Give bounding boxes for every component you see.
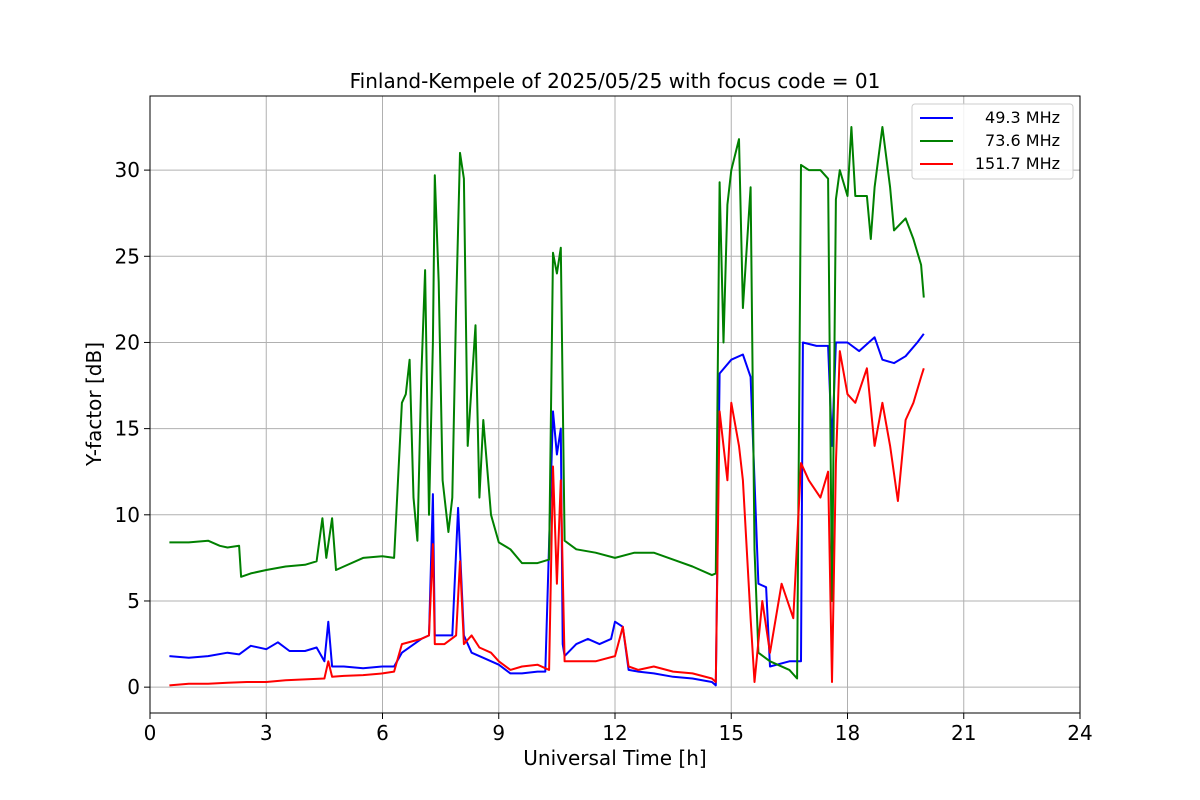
y-axis-label: Y-factor [dB] xyxy=(82,342,106,467)
legend-label: 151.7 MHz xyxy=(975,154,1060,173)
y-tick-label: 15 xyxy=(115,417,140,441)
x-axis-label: Universal Time [h] xyxy=(523,746,706,770)
x-tick-label: 12 xyxy=(602,721,627,745)
legend-box xyxy=(911,103,1074,180)
y-axis: 0 5 10 15 20 25 30 xyxy=(115,158,150,699)
y-tick-label: 5 xyxy=(127,589,140,613)
chart-title: Finland-Kempele of 2025/05/25 with focus… xyxy=(350,69,881,93)
series-line-73-6-mhz xyxy=(169,126,925,680)
y-tick-label: 10 xyxy=(115,503,140,527)
x-tick-label: 24 xyxy=(1067,721,1092,745)
series-layer xyxy=(169,126,925,687)
legend-label: 49.3 MHz xyxy=(985,108,1060,127)
x-tick-label: 3 xyxy=(260,721,273,745)
y-tick-label: 0 xyxy=(127,675,140,699)
legend-label: 73.6 MHz xyxy=(985,131,1060,150)
x-tick-label: 6 xyxy=(376,721,389,745)
x-tick-label: 15 xyxy=(719,721,744,745)
y-tick-label: 30 xyxy=(115,158,140,182)
x-tick-label: 0 xyxy=(144,721,157,745)
y-tick-label: 20 xyxy=(115,330,140,354)
series-line-151-7-mhz xyxy=(169,350,925,687)
x-tick-label: 21 xyxy=(951,721,976,745)
x-tick-label: 9 xyxy=(492,721,505,745)
x-tick-label: 18 xyxy=(835,721,860,745)
y-tick-label: 25 xyxy=(115,244,140,268)
legend: 49.3 MHz 73.6 MHz 151.7 MHz xyxy=(911,103,1074,180)
x-axis: 0 3 6 9 12 15 18 21 24 xyxy=(144,713,1093,745)
